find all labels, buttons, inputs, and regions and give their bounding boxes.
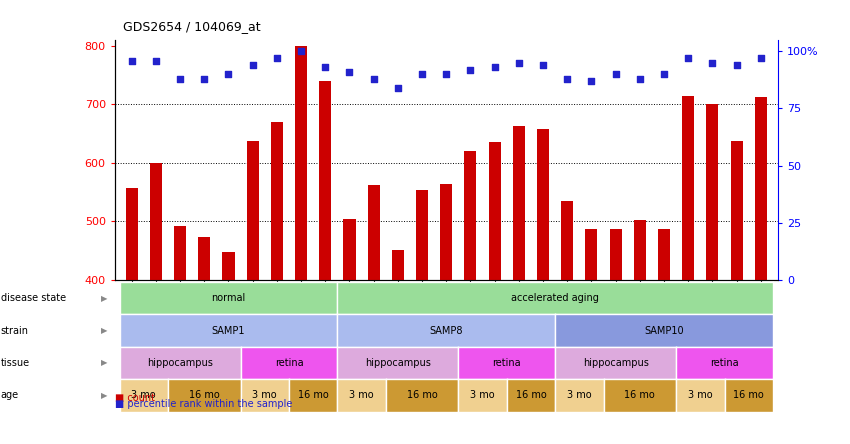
Bar xyxy=(126,189,138,280)
Text: retina: retina xyxy=(492,358,521,368)
Point xyxy=(125,57,139,64)
Point xyxy=(173,75,187,82)
Text: ▶: ▶ xyxy=(101,326,108,335)
Text: ▶: ▶ xyxy=(101,358,108,368)
Point xyxy=(560,75,574,82)
Bar xyxy=(150,163,162,280)
Text: 3 mo: 3 mo xyxy=(349,390,374,400)
Text: 3 mo: 3 mo xyxy=(252,390,277,400)
Text: hippocampus: hippocampus xyxy=(147,358,213,368)
Point xyxy=(222,71,235,78)
Text: SAMP10: SAMP10 xyxy=(644,325,684,336)
Text: 16 mo: 16 mo xyxy=(516,390,547,400)
Text: ■ percentile rank within the sample: ■ percentile rank within the sample xyxy=(115,399,292,409)
Bar xyxy=(198,237,210,280)
Text: ▶: ▶ xyxy=(101,293,108,303)
Text: disease state: disease state xyxy=(1,293,66,303)
Point xyxy=(149,57,162,64)
Bar xyxy=(392,250,404,280)
Point xyxy=(294,48,308,55)
Text: 3 mo: 3 mo xyxy=(132,390,156,400)
Point xyxy=(246,62,259,69)
Bar xyxy=(320,81,332,280)
Text: 3 mo: 3 mo xyxy=(688,390,712,400)
Bar xyxy=(513,126,525,280)
Bar xyxy=(223,252,235,280)
Point xyxy=(536,62,550,69)
Bar xyxy=(561,201,573,280)
Text: strain: strain xyxy=(1,325,29,336)
Text: GDS2654 / 104069_at: GDS2654 / 104069_at xyxy=(123,20,261,33)
Bar xyxy=(440,184,452,280)
Text: 16 mo: 16 mo xyxy=(298,390,329,400)
Point xyxy=(585,78,598,85)
Bar xyxy=(271,122,283,280)
Bar xyxy=(755,97,767,280)
Bar xyxy=(343,219,355,280)
Text: ▶: ▶ xyxy=(101,391,108,400)
Bar xyxy=(367,185,380,280)
Text: retina: retina xyxy=(711,358,739,368)
Bar xyxy=(706,104,718,280)
Point xyxy=(463,66,477,73)
Text: 16 mo: 16 mo xyxy=(189,390,219,400)
Text: accelerated aging: accelerated aging xyxy=(511,293,599,303)
Point xyxy=(197,75,211,82)
Text: SAMP8: SAMP8 xyxy=(429,325,463,336)
Bar xyxy=(464,151,477,280)
Text: SAMP1: SAMP1 xyxy=(212,325,246,336)
Point xyxy=(439,71,453,78)
Text: hippocampus: hippocampus xyxy=(365,358,431,368)
Point xyxy=(633,75,647,82)
Bar xyxy=(658,229,670,280)
Point xyxy=(657,71,671,78)
Text: 16 mo: 16 mo xyxy=(406,390,438,400)
Text: 16 mo: 16 mo xyxy=(734,390,764,400)
Bar xyxy=(730,141,743,280)
Text: hippocampus: hippocampus xyxy=(583,358,649,368)
Text: normal: normal xyxy=(212,293,246,303)
Point xyxy=(319,64,332,71)
Bar xyxy=(609,229,621,280)
Bar xyxy=(683,96,694,280)
Text: age: age xyxy=(1,390,19,400)
Bar xyxy=(634,220,646,280)
Point xyxy=(730,62,744,69)
Point xyxy=(682,55,695,62)
Bar xyxy=(537,130,549,280)
Point xyxy=(270,55,284,62)
Bar xyxy=(586,230,598,280)
Text: ■ count: ■ count xyxy=(115,392,155,403)
Bar xyxy=(246,141,258,280)
Bar xyxy=(416,190,428,280)
Text: 16 mo: 16 mo xyxy=(625,390,655,400)
Text: 3 mo: 3 mo xyxy=(470,390,495,400)
Point xyxy=(512,59,525,66)
Point xyxy=(416,71,429,78)
Point xyxy=(367,75,381,82)
Point xyxy=(343,68,356,75)
Bar xyxy=(174,226,186,280)
Point xyxy=(706,59,719,66)
Bar xyxy=(295,46,307,280)
Point xyxy=(391,84,405,91)
Text: tissue: tissue xyxy=(1,358,30,368)
Point xyxy=(609,71,622,78)
Point xyxy=(488,64,502,71)
Point xyxy=(754,55,768,62)
Text: retina: retina xyxy=(275,358,303,368)
Text: 3 mo: 3 mo xyxy=(567,390,592,400)
Bar xyxy=(489,142,501,280)
